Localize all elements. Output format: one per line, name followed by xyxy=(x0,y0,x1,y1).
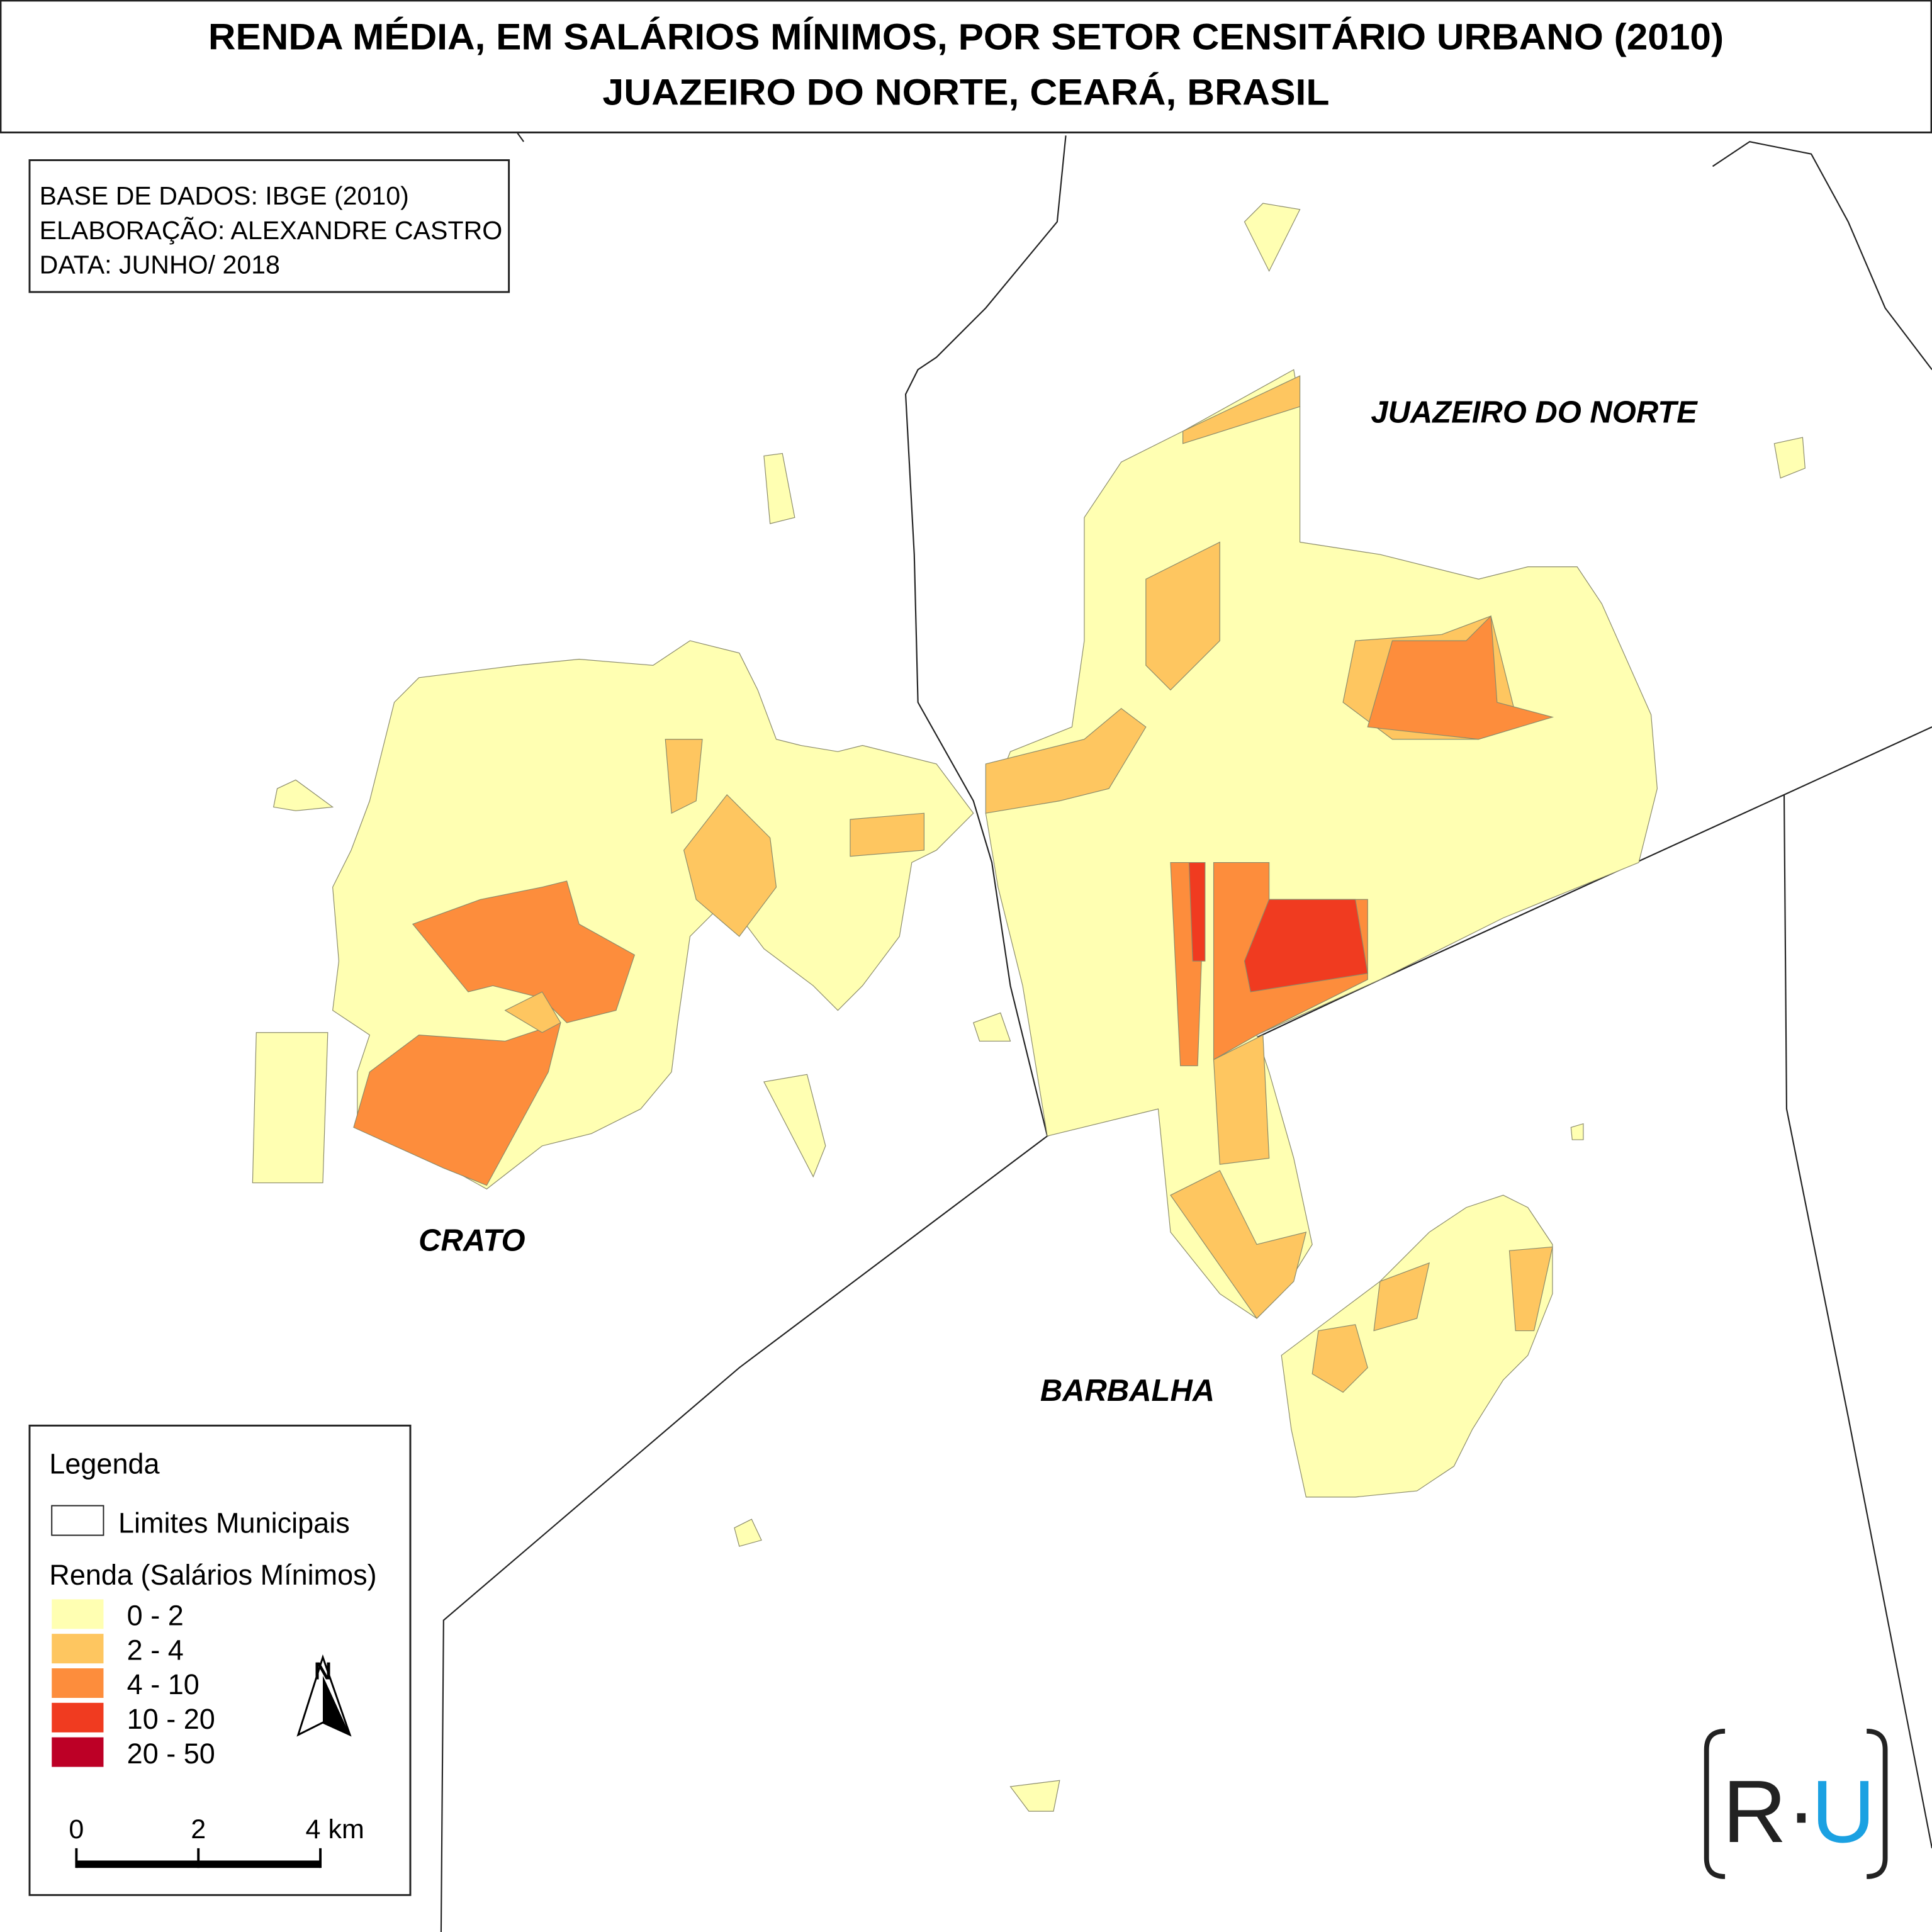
legend-label: 2 - 4 xyxy=(127,1634,184,1666)
logo-bracket xyxy=(1867,1728,1888,1879)
credit: DATA: JUNHO/ 2018 xyxy=(40,250,280,279)
title-box xyxy=(0,0,1932,133)
legend-label: 4 - 10 xyxy=(127,1668,199,1700)
place-label: CRATO xyxy=(418,1223,525,1257)
scale-label: 4 km xyxy=(306,1814,364,1845)
legend-label: 0 - 2 xyxy=(127,1599,184,1631)
title: RENDA MÉDIA, EM SALÁRIOS MÍNIMOS, POR SE… xyxy=(208,16,1724,57)
legend-label: 10 - 20 xyxy=(127,1703,215,1735)
legend-subtitle: Renda (Salários Mínimos) xyxy=(49,1559,376,1591)
legend-swatch xyxy=(52,1737,104,1767)
logo-text: R· xyxy=(1722,1761,1816,1861)
north-label: N xyxy=(314,1658,332,1685)
legend-swatch xyxy=(52,1599,104,1629)
credit: BASE DE DADOS: IBGE (2010) xyxy=(40,181,409,210)
logo: R· U xyxy=(1704,1728,1888,1879)
legend-swatch xyxy=(52,1702,104,1733)
subtitle: JUAZEIRO DO NORTE, CEARÁ, BRASIL xyxy=(602,71,1329,113)
north-arrow xyxy=(322,1675,351,1735)
credit: ELABORAÇÃO: ALEXANDRE CASTRO xyxy=(40,216,503,245)
legend: Legenda Limites Municipais Renda (Salári… xyxy=(28,1424,412,1896)
credits-box xyxy=(28,159,510,293)
legend-title: Legenda xyxy=(49,1448,160,1480)
logo-bracket xyxy=(1704,1728,1726,1879)
legend-swatch xyxy=(52,1634,104,1664)
legend-swatch xyxy=(51,1505,104,1536)
scale-label: 2 xyxy=(191,1814,206,1845)
scale-label: 0 xyxy=(69,1814,84,1845)
place-label: JUAZEIRO DO NORTE xyxy=(1371,396,1698,430)
place-label: BARBALHA xyxy=(1040,1374,1215,1408)
legend-label: 20 - 50 xyxy=(127,1738,215,1770)
logo-text: U xyxy=(1811,1761,1875,1861)
legend-label: Limites Municipais xyxy=(118,1507,350,1539)
legend-swatch xyxy=(52,1668,104,1698)
census-tracts xyxy=(252,203,1806,1812)
